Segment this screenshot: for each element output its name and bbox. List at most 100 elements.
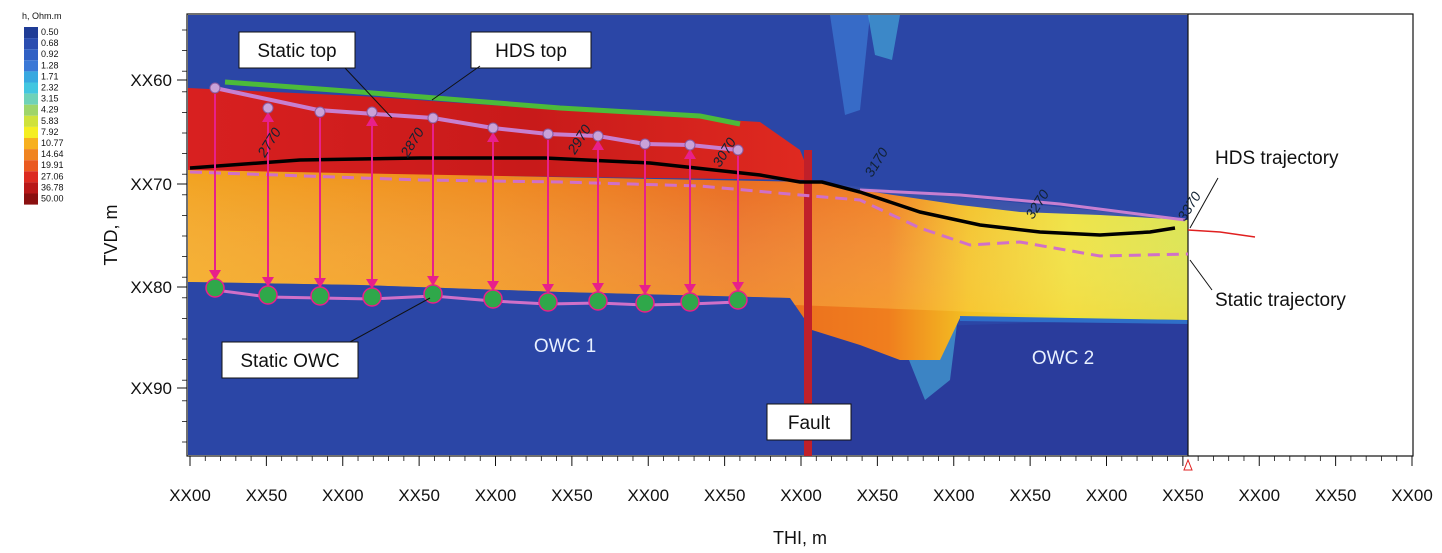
colorbar-tick-label: 50.00 xyxy=(41,194,64,204)
arrow-head-down xyxy=(732,282,744,292)
static-owc-label: Static OWC xyxy=(240,351,339,372)
static-top-marker xyxy=(592,130,604,142)
colorbar-cell xyxy=(24,71,38,83)
x-tick-label: XX00 xyxy=(475,486,517,505)
owc-marker xyxy=(205,278,225,298)
owc-marker xyxy=(258,285,278,305)
arrow-head-down xyxy=(262,277,274,287)
y-axis-title: TVD, m xyxy=(101,205,121,266)
fault-label-box: Fault xyxy=(766,403,852,441)
x-tick-label: XX50 xyxy=(551,486,593,505)
static-top-marker xyxy=(366,106,378,118)
arrow-head-down xyxy=(427,276,439,286)
arrow-head-down xyxy=(487,281,499,291)
end-marker xyxy=(1183,458,1193,471)
fault-label: Fault xyxy=(788,413,831,434)
colorbar-tick-label: 2.32 xyxy=(41,83,59,93)
no-data-area xyxy=(1188,15,1412,455)
static-trajectory-leader xyxy=(1189,259,1213,291)
colorbar-cell xyxy=(24,171,38,183)
static-top-label-box: Static top xyxy=(238,31,356,69)
colorbar-cell xyxy=(24,104,38,116)
x-tick-label: XX50 xyxy=(704,486,746,505)
static-top-marker xyxy=(732,144,744,156)
colorbar-tick-label: 36.78 xyxy=(41,182,64,192)
hds-top-label-box: HDS top xyxy=(470,31,592,69)
x-tick-label: XX00 xyxy=(1391,486,1433,505)
arrow-head-down xyxy=(542,284,554,294)
colorbar-cell xyxy=(24,93,38,105)
owc-marker xyxy=(362,287,382,307)
x-tick-label: XX00 xyxy=(1086,486,1128,505)
hds-top-label: HDS top xyxy=(495,41,567,62)
owc-marker xyxy=(588,291,608,311)
arrow-head-up xyxy=(262,112,274,122)
arrow-head-up xyxy=(487,132,499,142)
colorbar-tick-label: 4.29 xyxy=(41,105,59,115)
colorbar-tick-label: 0.68 xyxy=(41,38,59,48)
colorbar-tick-label: 14.64 xyxy=(41,149,64,159)
owc2-band xyxy=(960,316,1188,324)
owc-marker xyxy=(728,290,748,310)
x-tick-label: XX00 xyxy=(933,486,975,505)
owc-marker xyxy=(680,292,700,312)
x-tick-label: XX50 xyxy=(398,486,440,505)
colorbar-cell xyxy=(24,126,38,138)
x-tick-label: XX50 xyxy=(1009,486,1051,505)
fault-line xyxy=(804,150,812,456)
x-tick-label: XX50 xyxy=(246,486,288,505)
x-tick-label: XX00 xyxy=(1238,486,1280,505)
owc2-label: OWC 2 xyxy=(1032,348,1094,369)
colorbar-tick-label: 7.92 xyxy=(41,127,59,137)
x-axis-title: THI, m xyxy=(773,528,827,548)
colorbar-cell xyxy=(24,60,38,72)
static-top-marker xyxy=(427,112,439,124)
planned-extension-line xyxy=(1187,229,1256,238)
streak-top xyxy=(830,15,870,115)
reservoir-shading xyxy=(188,170,1188,320)
x-tick-label: XX50 xyxy=(857,486,899,505)
colorbar-tick-label: 10.77 xyxy=(41,138,64,148)
colorbar-tick-label: 19.91 xyxy=(41,160,64,170)
arrow-head-up xyxy=(366,116,378,126)
static-top-leader xyxy=(344,67,393,119)
colorbar-cell xyxy=(24,182,38,194)
streak-top-2 xyxy=(868,15,900,60)
owc1-label: OWC 1 xyxy=(534,336,596,357)
colorbar-cell xyxy=(24,38,38,50)
arrow-head-up xyxy=(684,149,696,159)
colorbar-tick-label: 1.28 xyxy=(41,60,59,70)
hds-top-line xyxy=(224,79,741,127)
hds-top-line-right xyxy=(859,188,1186,222)
colorbar-tick-label: 1.71 xyxy=(41,71,59,81)
colorbar-tick-label: 27.06 xyxy=(41,171,64,181)
owc-marker xyxy=(310,286,330,306)
arrow-head-down xyxy=(684,284,696,294)
static-top-marker xyxy=(487,122,499,134)
colorbar-cell xyxy=(24,49,38,61)
static-trajectory-line xyxy=(189,170,1189,258)
hds-trajectory-line xyxy=(189,156,1176,237)
arrow-head-down xyxy=(209,270,221,280)
static-top-marker xyxy=(639,138,651,150)
y-tick-label: XX70 xyxy=(130,175,172,194)
colorbar-cell xyxy=(24,149,38,161)
colorbar-tick-label: 3.15 xyxy=(41,94,59,104)
arrow-group xyxy=(205,82,748,313)
arrow-head-down xyxy=(366,279,378,289)
colorbar-cell xyxy=(24,115,38,127)
colorbar-cell xyxy=(24,193,38,205)
colorbar-cell xyxy=(24,160,38,172)
static-trajectory-label: Static trajectory xyxy=(1215,290,1346,311)
y-tick-label: XX60 xyxy=(130,71,172,90)
static-top-marker xyxy=(542,128,554,140)
colorbar-cell xyxy=(24,82,38,94)
hds-trajectory-leader xyxy=(1189,177,1219,229)
owc-marker xyxy=(538,292,558,312)
y-tick-label: XX90 xyxy=(130,379,172,398)
x-tick-label: XX00 xyxy=(169,486,211,505)
owc-marker xyxy=(635,293,655,313)
static-top-marker xyxy=(314,106,326,118)
colorbar-tick-label: 0.50 xyxy=(41,27,59,37)
